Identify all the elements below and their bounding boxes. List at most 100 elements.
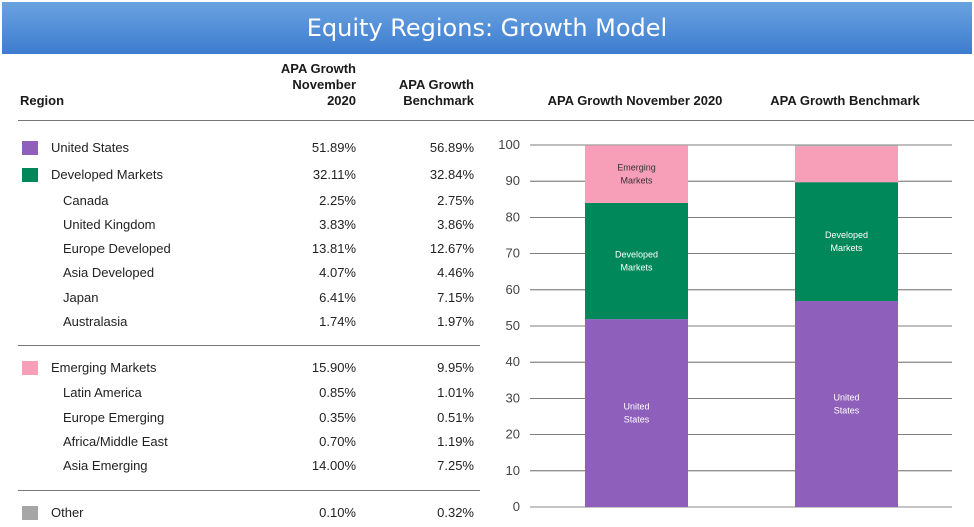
row-value-benchmark: 1.01% xyxy=(437,385,474,400)
row-value-november-2020: 1.74% xyxy=(319,314,356,329)
table-row: Asia Developed 4.07% 4.46% xyxy=(20,263,474,283)
y-tick-label: 60 xyxy=(506,282,520,297)
row-value-benchmark: 12.67% xyxy=(429,241,474,256)
bar-segment xyxy=(795,145,898,147)
table-row: Europe Emerging 0.35% 0.51% xyxy=(20,408,474,428)
row-label: Emerging Markets xyxy=(51,360,157,375)
row-label: Asia Developed xyxy=(63,265,155,280)
segment-label: Emerging xyxy=(617,163,656,173)
swatch-developed-markets xyxy=(22,168,38,182)
table-row: Canada 2.25% 2.75% xyxy=(20,191,474,211)
segment-label: Developed xyxy=(825,230,868,240)
row-value-november-2020: 3.83% xyxy=(319,217,356,232)
segment-label: States xyxy=(834,406,860,416)
segment-label: United xyxy=(623,402,649,412)
table-row: United Kingdom 3.83% 3.86% xyxy=(20,215,474,235)
row-value-november-2020: 0.85% xyxy=(319,385,356,400)
header-col2-line2: Benchmark xyxy=(403,93,474,108)
table-row: Australasia 1.74% 1.97% xyxy=(20,312,474,332)
row-value-benchmark: 56.89% xyxy=(429,140,474,155)
bar-segment xyxy=(795,182,898,302)
swatch-united-states xyxy=(22,141,38,155)
chart-header-2-text: APA Growth Benchmark xyxy=(770,93,920,108)
header-divider xyxy=(18,120,974,121)
row-label: United States xyxy=(51,140,130,155)
bar-segment xyxy=(795,146,898,183)
header-col1-line3: 2020 xyxy=(327,93,356,108)
segment-label: Markets xyxy=(620,176,653,186)
row-label: Canada xyxy=(63,193,109,208)
segment-label: Markets xyxy=(620,263,653,273)
bar-segment xyxy=(585,319,688,507)
table-row: Developed Markets 32.11% 32.84% xyxy=(20,165,474,185)
table-row: Emerging Markets 15.90% 9.95% xyxy=(20,358,474,378)
row-value-benchmark: 0.51% xyxy=(437,410,474,425)
row-label: Japan xyxy=(63,290,99,305)
swatch-other xyxy=(22,506,38,520)
y-tick-label: 70 xyxy=(506,246,520,261)
table-row: United States 51.89% 56.89% xyxy=(20,138,474,158)
row-value-november-2020: 2.25% xyxy=(319,193,356,208)
y-tick-label: 50 xyxy=(506,318,520,333)
row-value-november-2020: 15.90% xyxy=(311,360,356,375)
row-label: Asia Emerging xyxy=(63,458,148,473)
row-label: Other xyxy=(51,505,84,520)
segment-label: Markets xyxy=(830,243,863,253)
row-value-benchmark: 0.32% xyxy=(437,505,474,520)
table-row: Asia Emerging 14.00% 7.25% xyxy=(20,456,474,476)
row-value-benchmark: 7.25% xyxy=(437,458,474,473)
header-col1-line1: APA Growth xyxy=(280,61,356,76)
row-label: Australasia xyxy=(63,314,128,329)
header-region: Region xyxy=(20,93,64,109)
table-row: Africa/Middle East 0.70% 1.19% xyxy=(20,432,474,452)
title-banner: Equity Regions: Growth Model xyxy=(2,2,972,54)
segment-label: United xyxy=(833,393,859,403)
row-label: Developed Markets xyxy=(51,167,163,182)
row-value-november-2020: 0.70% xyxy=(319,434,356,449)
row-label: Europe Emerging xyxy=(63,410,165,425)
row-value-november-2020: 14.00% xyxy=(311,458,356,473)
header-region-text: Region xyxy=(20,93,65,108)
row-label: Latin America xyxy=(63,385,142,400)
table-row: Other 0.10% 0.32% xyxy=(20,503,474,523)
row-label: Europe Developed xyxy=(63,241,171,256)
row-value-benchmark: 2.75% xyxy=(437,193,474,208)
segment-label: States xyxy=(624,415,650,425)
table-row: Japan 6.41% 7.15% xyxy=(20,288,474,308)
page-title: Equity Regions: Growth Model xyxy=(306,14,668,42)
header-col1-line2: November xyxy=(292,77,356,92)
row-value-november-2020: 0.35% xyxy=(319,410,356,425)
swatch-emerging-markets xyxy=(22,361,38,375)
table-row: Europe Developed 13.81% 12.67% xyxy=(20,239,474,259)
row-value-november-2020: 6.41% xyxy=(319,290,356,305)
y-tick-label: 20 xyxy=(506,427,520,442)
row-value-benchmark: 9.95% xyxy=(437,360,474,375)
header-col2: APA Growth Benchmark xyxy=(364,77,474,109)
y-tick-label: 100 xyxy=(498,137,520,152)
chart-header-1: APA Growth November 2020 xyxy=(520,93,750,109)
chart-header-1-text: APA Growth November 2020 xyxy=(547,93,723,108)
bar-segment xyxy=(795,301,898,507)
row-value-benchmark: 7.15% xyxy=(437,290,474,305)
header-col1: APA Growth November 2020 xyxy=(250,61,356,109)
row-value-november-2020: 13.81% xyxy=(311,241,356,256)
segment-label: Developed xyxy=(615,250,658,260)
y-tick-label: 10 xyxy=(506,463,520,478)
row-value-benchmark: 4.46% xyxy=(437,265,474,280)
group-divider-1 xyxy=(18,345,480,346)
y-tick-label: 90 xyxy=(506,173,520,188)
row-label: United Kingdom xyxy=(63,217,156,232)
y-tick-label: 80 xyxy=(506,209,520,224)
row-value-november-2020: 51.89% xyxy=(311,140,356,155)
y-tick-label: 40 xyxy=(506,354,520,369)
bar-segment xyxy=(585,202,688,320)
y-tick-label: 0 xyxy=(513,499,520,514)
header-col2-line1: APA Growth xyxy=(398,77,474,92)
row-label: Africa/Middle East xyxy=(63,434,168,449)
row-value-november-2020: 32.11% xyxy=(312,167,356,182)
row-value-benchmark: 3.86% xyxy=(437,217,474,232)
y-tick-label: 30 xyxy=(506,390,520,405)
row-value-benchmark: 1.97% xyxy=(437,314,474,329)
table-row: Latin America 0.85% 1.01% xyxy=(20,383,474,403)
